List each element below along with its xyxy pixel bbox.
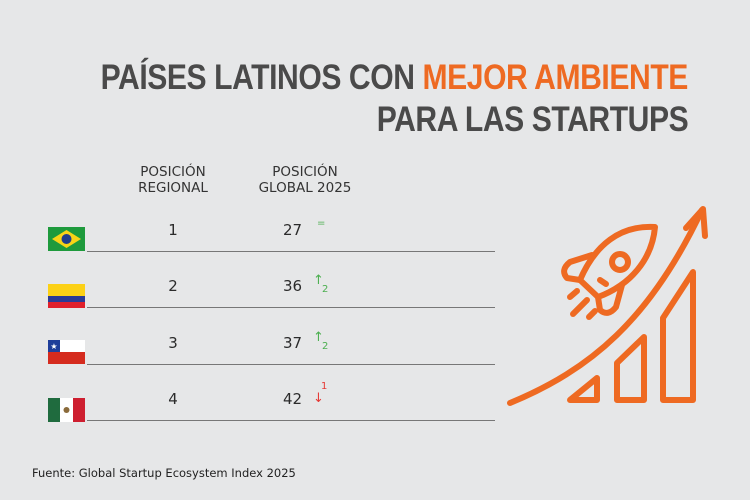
- table-row: 1 27 =: [0, 218, 750, 258]
- global-position: 36: [283, 277, 303, 295]
- chile-flag-icon: ★: [48, 340, 85, 364]
- row-divider: [87, 364, 495, 365]
- row-divider: [87, 420, 495, 421]
- table-row: 2 36 ↑ 2: [0, 273, 750, 314]
- row-divider: [87, 251, 495, 252]
- source-note: Fuente: Global Startup Ecosystem Index 2…: [32, 466, 296, 480]
- global-position: 37: [283, 334, 303, 352]
- mexico-flag-icon: [48, 398, 85, 422]
- arrow-up-icon: ↑: [313, 330, 324, 345]
- no-change-icon: =: [317, 218, 326, 229]
- row-divider: [87, 307, 495, 308]
- change-value: 2: [322, 284, 329, 295]
- change-value: 2: [322, 341, 329, 352]
- title-line-2: PARA LAS STARTUPS: [376, 100, 688, 139]
- svg-text:★: ★: [50, 342, 57, 351]
- change-value: 1: [321, 381, 328, 392]
- global-position: 42: [283, 390, 303, 408]
- regional-position: 4: [168, 390, 178, 408]
- title-highlight: MEJOR AMBIENTE: [422, 58, 689, 97]
- arrow-down-icon: ↓: [313, 391, 324, 406]
- rocket-growth-chart-icon: [507, 206, 708, 406]
- regional-position: 3: [168, 334, 178, 352]
- header-regional: POSICIÓN REGIONAL: [138, 164, 208, 196]
- colombia-flag-icon: [48, 284, 85, 308]
- table-row: ★ 3 37 ↑ 2: [0, 330, 750, 371]
- arrow-up-icon: ↑: [313, 273, 324, 288]
- table-row: 4 42 ↓ 1: [0, 381, 750, 427]
- brazil-flag-icon: [48, 227, 85, 251]
- regional-position: 1: [168, 221, 178, 239]
- regional-position: 2: [168, 277, 178, 295]
- global-position: 27: [283, 221, 303, 239]
- title-text: PAÍSES LATINOS CON: [100, 58, 423, 97]
- title-line-1: PAÍSES LATINOS CON MEJOR AMBIENTE: [100, 58, 689, 98]
- header-global: POSICIÓN GLOBAL 2025: [258, 164, 352, 196]
